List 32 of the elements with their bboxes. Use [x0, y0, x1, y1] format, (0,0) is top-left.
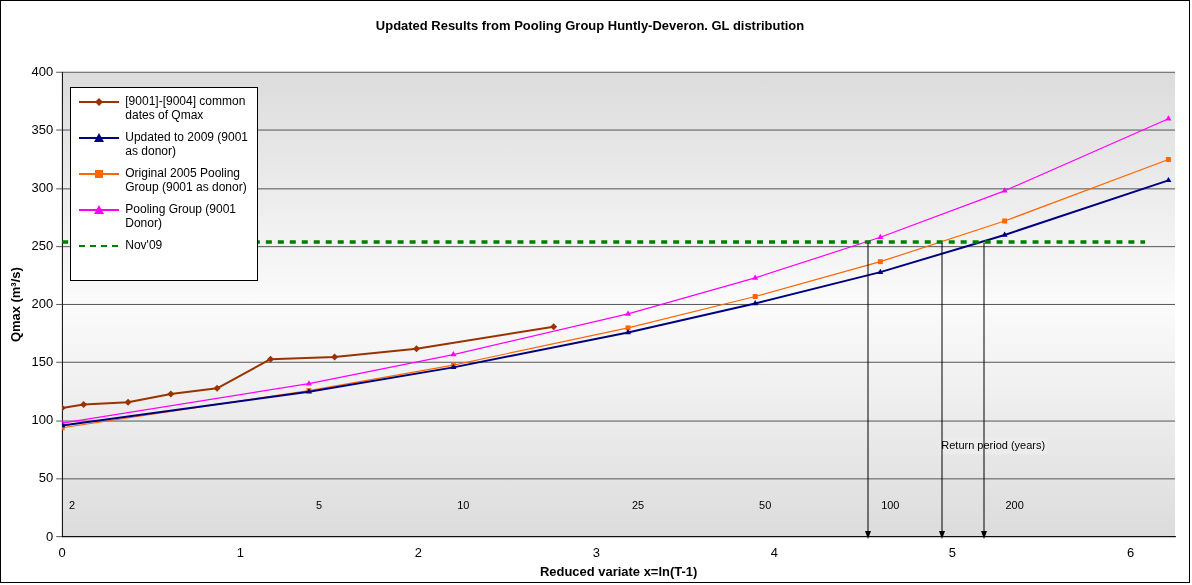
annotation: 50	[759, 499, 772, 512]
chart-title: Updated Results from Pooling Group Huntly-Deveron. GL distribution	[375, 18, 805, 34]
annotation: Return period (years)	[941, 439, 1046, 452]
x-tick-label: 4	[770, 545, 779, 561]
legend-label: Original 2005 Pooling Group (9001 as donor)	[125, 165, 248, 194]
x-axis-title: Reduced variate x=ln(T-1)	[539, 563, 698, 579]
y-tick-label: 250	[31, 238, 54, 254]
legend-label: Updated to 2009 (9001 as donor)	[125, 129, 250, 158]
annotation: 10	[457, 499, 470, 512]
y-tick-label: 50	[38, 470, 54, 486]
annotation: 25	[631, 499, 645, 512]
annotation: 200	[1005, 499, 1024, 512]
legend-label: Pooling Group (9001 Donor)	[125, 201, 238, 230]
x-tick-label: 0	[58, 545, 66, 561]
x-tick-label: 1	[236, 545, 244, 561]
y-tick-label: 400	[31, 63, 54, 79]
ref-line-label: Nov'09	[125, 237, 163, 252]
y-tick-label: 150	[31, 354, 54, 370]
y-tick-label: 350	[31, 122, 54, 137]
x-tick-label: 6	[1126, 545, 1135, 561]
y-tick-label: 0	[45, 528, 54, 544]
legend-label: [9001]-[9004] common dates of Qmax	[125, 93, 247, 122]
annotation: 100	[881, 499, 900, 512]
annotation: 2	[69, 499, 76, 512]
y-tick-label: 100	[31, 412, 54, 428]
y-tick-label: 300	[31, 180, 54, 196]
y-tick-label: 200	[31, 296, 54, 312]
x-tick-label: 5	[948, 545, 957, 561]
annotation: 5	[315, 499, 323, 512]
x-tick-label: 3	[592, 545, 600, 561]
x-tick-label: 2	[414, 545, 422, 561]
y-axis-title: Qmax (m³/s)	[8, 267, 24, 343]
